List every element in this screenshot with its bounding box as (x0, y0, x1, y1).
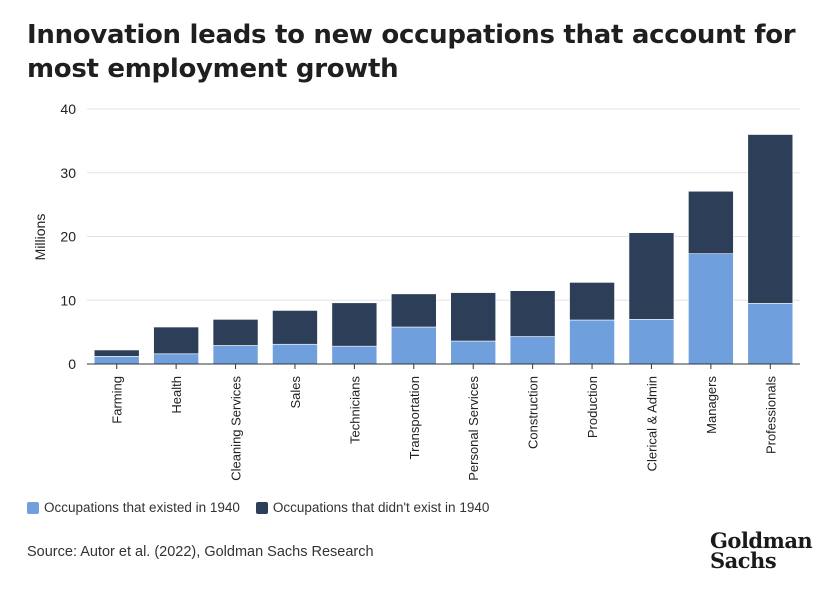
stacked-bar-chart: 0 10 20 30 40 Farming Health Cleaning Services S… (32, 101, 800, 481)
bar-existed-1940 (628, 319, 675, 365)
bar-existed-1940 (569, 319, 615, 365)
y-tick-label: 40 (60, 101, 76, 117)
bar-existed-1940 (688, 253, 734, 365)
bar-new-since-1940 (93, 349, 140, 357)
x-tick-label: Production (585, 376, 600, 438)
bar-new-since-1940 (450, 292, 497, 342)
logo-line-2: Sachs (710, 548, 777, 573)
chart-title: Innovation leads to new occupations that… (27, 20, 796, 84)
bar-existed-1940 (93, 356, 140, 365)
bar-existed-1940 (212, 345, 259, 365)
y-tick-label: 0 (68, 356, 76, 372)
source-note: Source: Autor et al. (2022), Goldman Sac… (27, 544, 374, 560)
x-tick-label: Personal Services (466, 376, 481, 481)
x-tick-label: Cleaning Services (229, 376, 244, 481)
bar-new-since-1940 (509, 290, 556, 337)
legend-item-existed: Occupations that existed in 1940 (27, 500, 240, 515)
bar-existed-1940 (747, 303, 794, 365)
x-tick-label: Health (169, 376, 184, 414)
legend: Occupations that existed in 1940 Occupat… (27, 500, 505, 515)
x-tick-label: Professionals (763, 376, 778, 455)
y-axis-label: Millions (32, 214, 48, 261)
x-tick-label: Construction (526, 376, 541, 449)
legend-label-existed: Occupations that existed in 1940 (44, 500, 240, 515)
legend-label-new: Occupations that didn't exist in 1940 (272, 500, 490, 515)
bar-new-since-1940 (331, 302, 378, 347)
legend-swatch-new (255, 501, 268, 514)
bar-existed-1940 (272, 343, 318, 365)
x-tick-label: Farming (110, 376, 125, 424)
x-tick-label: Clerical & Admin (644, 376, 659, 471)
bar-existed-1940 (153, 353, 199, 365)
bar-existed-1940 (390, 326, 437, 365)
y-tick-label: 20 (60, 229, 76, 245)
legend-item-new: Occupations that didn't exist in 1940 (255, 500, 490, 515)
bar-new-since-1940 (747, 134, 794, 304)
bar-new-since-1940 (153, 326, 199, 355)
x-tick-label: Managers (704, 376, 719, 434)
y-tick-label: 10 (60, 292, 76, 308)
legend-swatch-existed (27, 501, 39, 514)
bar-new-since-1940 (212, 319, 259, 346)
x-tick-label: Transportation (407, 376, 422, 459)
bar-new-since-1940 (272, 310, 318, 345)
goldman-sachs-logo: Goldman Sachs (710, 528, 813, 573)
bar-existed-1940 (509, 336, 556, 365)
x-tick-label: Sales (288, 376, 303, 409)
bar-existed-1940 (331, 345, 378, 365)
y-tick-label: 30 (60, 165, 76, 181)
logo-line-1: Goldman (710, 528, 813, 553)
bar-new-since-1940 (688, 190, 734, 255)
bar-existed-1940 (450, 340, 497, 365)
bar-new-since-1940 (628, 232, 675, 320)
bar-new-since-1940 (390, 293, 437, 328)
x-tick-label: Technicians (347, 376, 362, 444)
bar-new-since-1940 (569, 282, 615, 321)
